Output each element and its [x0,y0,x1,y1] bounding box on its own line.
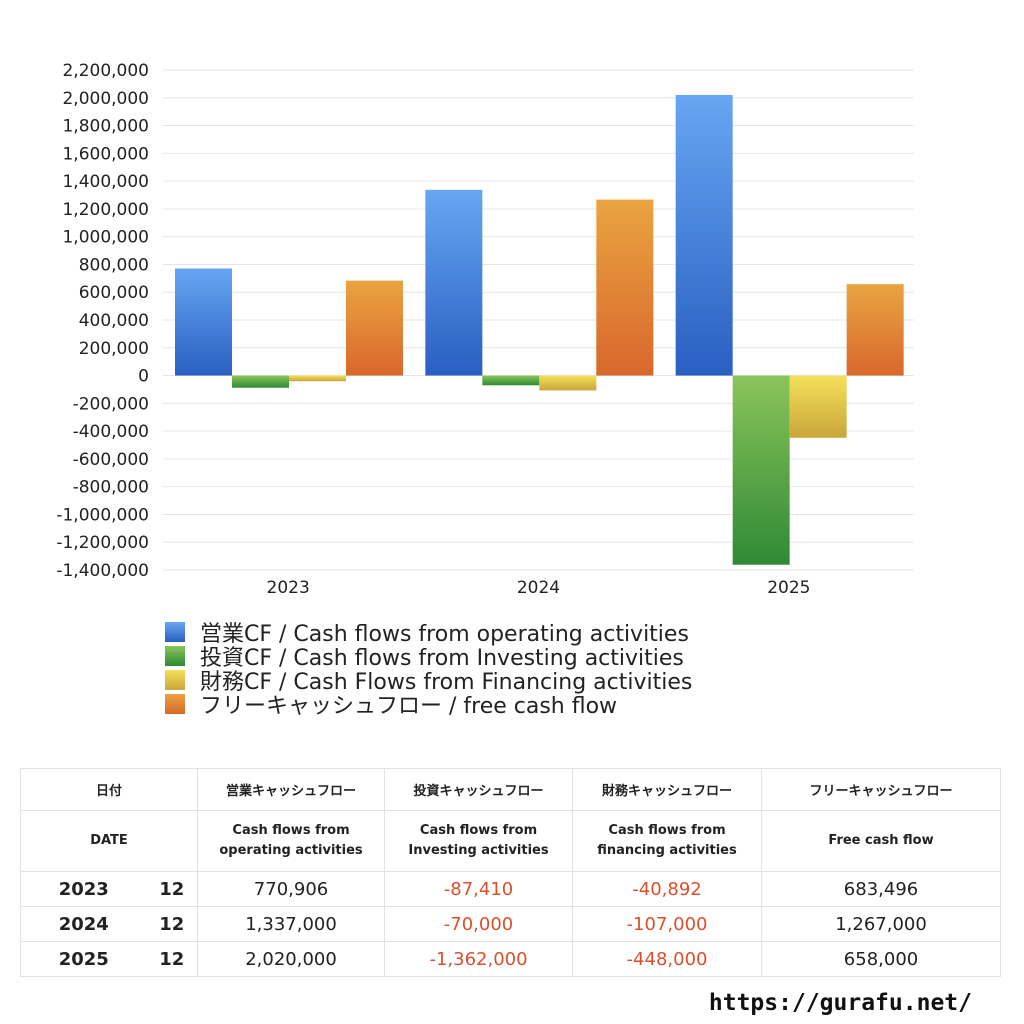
header-financing-ja: 財務キャッシュフロー [572,768,763,811]
y-tick-label: 800,000 [79,255,149,275]
y-tick-label: 600,000 [79,283,149,303]
row-year: 2025 [20,941,147,977]
bar-2024-series-1 [482,375,540,386]
y-tick-label: 200,000 [79,339,149,359]
legend-swatch-financing [165,670,185,690]
legend-swatch-free [165,694,185,714]
row-year: 2024 [20,906,147,942]
header-free-en: Free cash flow [761,810,1002,872]
legend-swatch-operating [165,622,185,642]
cash-flow-table: 日付 営業キャッシュフロー 投資キャッシュフロー 財務キャッシュフロー フリーキ… [19,768,1002,977]
cash-flow-chart: 2,200,000 2,000,000 1,800,000 1,600,000 1,40… [56,61,914,598]
y-tick-label: -800,000 [73,478,149,498]
x-axis-ticks: 2023 2024 2025 [267,578,811,598]
legend: 営業CF / Cash flows from operating activit… [165,620,692,719]
y-tick-label: 0 [138,367,149,387]
row-financing: -448,000 [572,941,763,977]
y-tick-label: 2,000,000 [62,89,149,109]
legend-item-operating: 営業CF / Cash flows from operating activit… [165,620,692,647]
row-investing: -1,362,000 [384,941,574,977]
y-axis-ticks: 2,200,000 2,000,000 1,800,000 1,600,000 1,40… [56,61,149,581]
header-investing-ja: 投資キャッシュフロー [384,768,574,811]
bars [175,95,904,565]
bar-2023-series-3 [346,280,403,376]
bar-2023-series-0 [175,268,232,376]
bar-2025-series-3 [846,284,904,376]
legend-item-free: フリーキャッシュフロー / free cash flow [165,692,692,719]
header-free-ja: フリーキャッシュフロー [761,768,1002,811]
y-tick-label: -1,400,000 [56,561,149,581]
bar-2025-series-2 [789,375,847,438]
y-tick-label: 400,000 [79,311,149,331]
bar-2024-series-0 [425,189,483,376]
y-tick-label: 1,800,000 [62,117,149,137]
header-operating-ja: 営業キャッシュフロー [197,768,386,811]
table-header-en: DATE Cash flows from operating activitie… [19,810,1002,872]
x-tick-label: 2024 [517,578,560,598]
row-free: 1,267,000 [761,906,1002,942]
row-year: 2023 [20,871,147,907]
table-row: 2025 12 2,020,000 -1,362,000 -448,000 65… [20,941,1002,977]
header-date-ja: 日付 [19,768,199,811]
row-operating: 2,020,000 [197,941,386,977]
table-row: 2023 12 770,906 -87,410 -40,892 683,496 [20,871,1002,907]
bar-2025-series-0 [675,95,733,376]
header-operating-en: Cash flows from operating activities [197,810,386,872]
bar-2023-series-2 [289,375,346,382]
y-tick-label: 2,200,000 [62,61,149,81]
row-free: 683,496 [761,871,1002,907]
legend-label: 財務CF / Cash Flows from Financing activit… [200,670,693,695]
row-operating: 770,906 [197,871,386,907]
bar-2023-series-1 [232,375,289,388]
table-header-ja: 日付 営業キャッシュフロー 投資キャッシュフロー 財務キャッシュフロー フリーキ… [19,768,1002,811]
header-financing-en: Cash flows from financing activities [572,810,763,872]
legend-label: フリーキャッシュフロー / free cash flow [200,694,618,719]
row-month: 12 [146,941,199,977]
y-tick-label: 1,000,000 [62,228,149,248]
legend-item-investing: 投資CF / Cash flows from Investing activit… [165,644,692,671]
y-tick-label: -600,000 [73,450,149,470]
bar-2025-series-1 [732,375,790,565]
row-financing: -107,000 [572,906,763,942]
x-tick-label: 2023 [267,578,310,598]
legend-label: 営業CF / Cash flows from operating activit… [200,622,689,647]
row-investing: -87,410 [384,871,574,907]
y-tick-label: -400,000 [73,422,149,442]
gridlines [163,69,914,571]
header-investing-en: Cash flows from Investing activities [384,810,574,872]
row-month: 12 [146,871,199,907]
legend-swatch-investing [165,646,185,666]
y-tick-label: 1,200,000 [62,200,149,220]
header-date-en: DATE [19,810,199,872]
table-row: 2024 12 1,337,000 -70,000 -107,000 1,267… [20,906,1002,942]
bar-2024-series-3 [596,199,654,376]
y-tick-label: 1,400,000 [62,172,149,192]
row-month: 12 [146,906,199,942]
row-financing: -40,892 [572,871,763,907]
y-tick-label: -1,200,000 [56,533,149,553]
y-tick-label: -200,000 [73,394,149,414]
footer-url: https://gurafu.net/ [708,990,972,1016]
row-investing: -70,000 [384,906,574,942]
row-operating: 1,337,000 [197,906,386,942]
x-tick-label: 2025 [767,578,810,598]
legend-item-financing: 財務CF / Cash Flows from Financing activit… [165,668,692,695]
legend-label: 投資CF / Cash flows from Investing activit… [200,646,684,671]
y-tick-label: 1,600,000 [62,144,149,164]
y-tick-label: -1,000,000 [56,505,149,525]
row-free: 658,000 [761,941,1002,977]
bar-2024-series-2 [539,375,597,391]
